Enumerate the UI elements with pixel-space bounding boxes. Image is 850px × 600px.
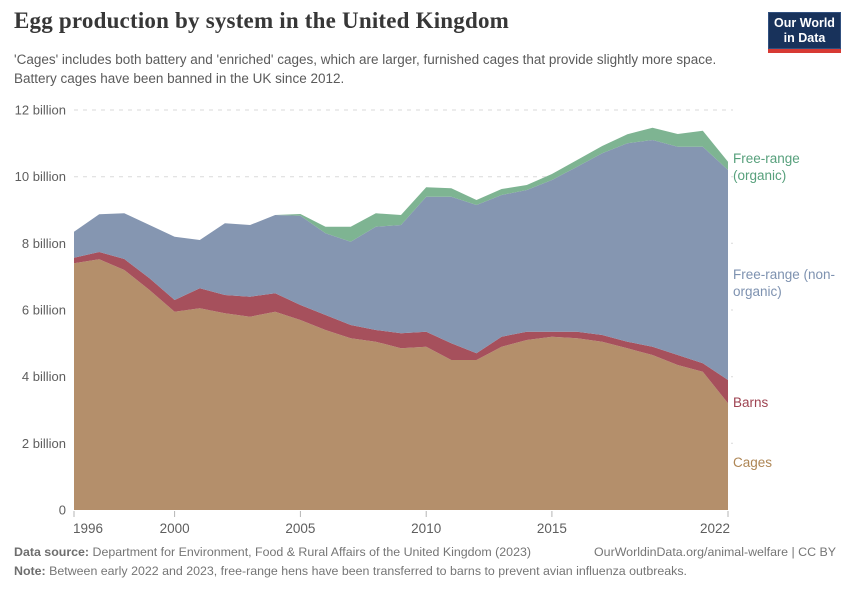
y-tick-label: 6 billion xyxy=(22,303,66,318)
page-title: Egg production by system in the United K… xyxy=(14,8,510,33)
area-free-range-organic[interactable] xyxy=(74,127,728,242)
rights-link[interactable]: OurWorldinData.org/animal-welfare | CC B… xyxy=(594,545,836,559)
chart-footer: Data source: Department for Environment,… xyxy=(14,545,836,578)
data-source-line: Data source: Department for Environment,… xyxy=(14,545,531,559)
x-tick-label: 2000 xyxy=(160,521,190,536)
data-source-label: Data source: xyxy=(14,545,90,559)
area-free-range-non-organic[interactable] xyxy=(74,140,728,380)
x-tick-label: 2022 xyxy=(700,521,730,536)
data-source-text: Department for Environment, Food & Rural… xyxy=(89,545,532,559)
owid-logo-line2: in Data xyxy=(783,30,826,45)
y-tick-label: 0 xyxy=(59,503,66,518)
y-tick-label: 12 billion xyxy=(15,103,66,118)
x-tick-label: 2015 xyxy=(537,521,567,536)
chart-subtitle: 'Cages' includes both battery and 'enric… xyxy=(14,52,717,86)
legend-label-free-range-organic[interactable]: Free-range (organic) xyxy=(733,151,800,183)
owid-logo[interactable]: Our World in Data xyxy=(768,12,841,53)
y-tick-label: 4 billion xyxy=(22,369,66,384)
note-label: Note: xyxy=(14,564,46,578)
x-tick-label: 2010 xyxy=(411,521,441,536)
legend-label-cages[interactable]: Cages xyxy=(733,455,773,470)
x-tick-label: 1996 xyxy=(73,521,103,536)
x-tick-label: 2005 xyxy=(285,521,315,536)
area-cages[interactable] xyxy=(74,259,728,510)
y-tick-label: 8 billion xyxy=(22,236,66,251)
y-tick-label: 2 billion xyxy=(22,436,66,451)
note-text: Between early 2022 and 2023, free-range … xyxy=(45,564,687,578)
legend-label-barns[interactable]: Barns xyxy=(733,395,769,410)
y-tick-label: 10 billion xyxy=(15,169,66,184)
legend-label-free-range-non-organic[interactable]: Free-range (non-organic) xyxy=(733,267,836,299)
owid-logo-line1: Our World xyxy=(774,16,835,31)
note-line: Note: Between early 2022 and 2023, free-… xyxy=(14,564,836,578)
